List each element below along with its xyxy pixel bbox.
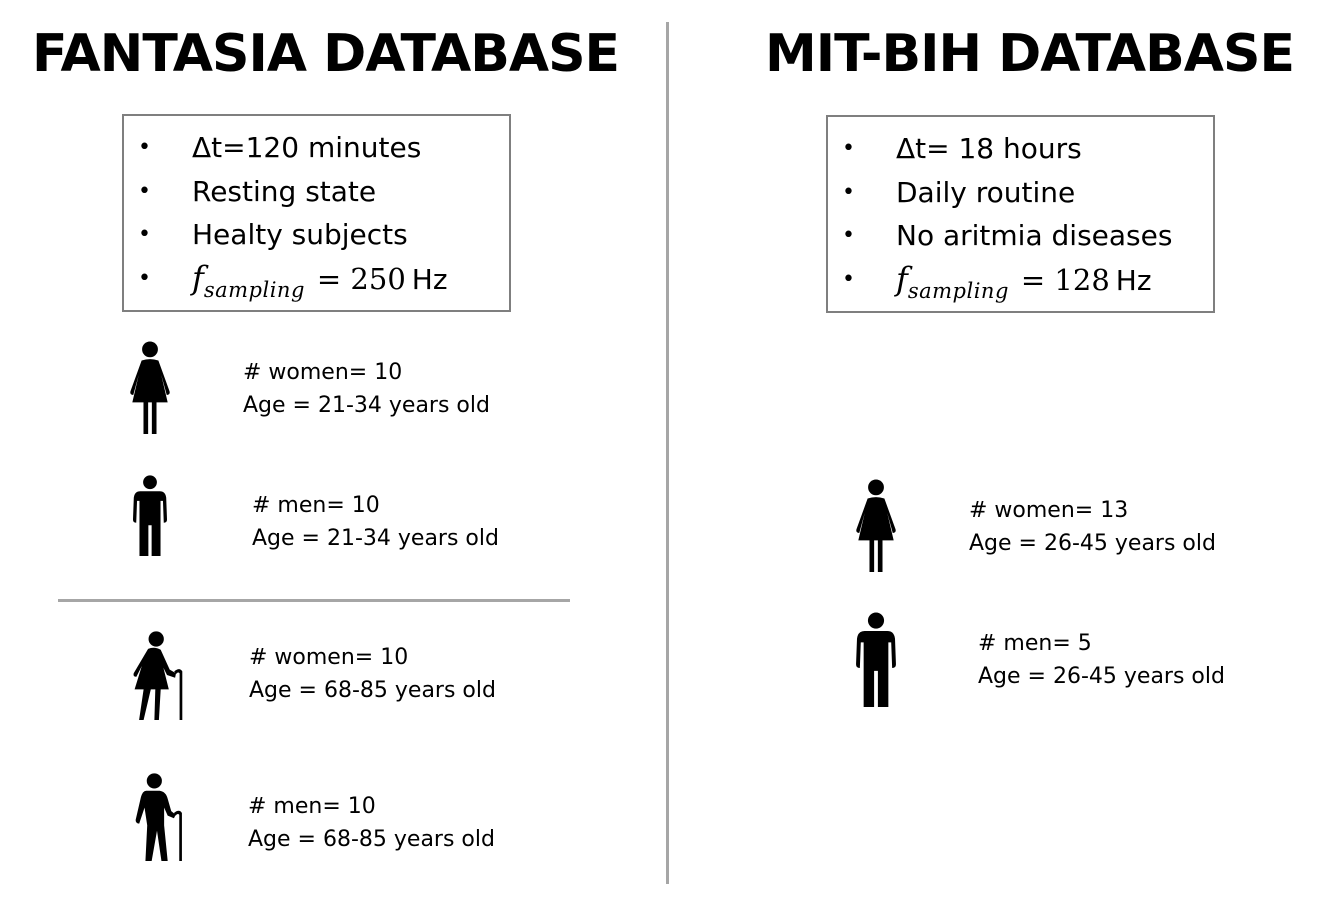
group-count: # men= 10	[248, 794, 376, 819]
bullet: •	[138, 178, 151, 204]
info-text: No aritmia diseases	[896, 219, 1173, 252]
formula-unit: Hz	[411, 262, 448, 296]
group-age: Age = 21-34 years old	[243, 393, 490, 418]
vertical-divider	[666, 22, 669, 884]
fantasia-info-box: • Δt=120 minutes • Resting state • Healty s…	[122, 114, 511, 312]
formula-value: = 128	[1020, 262, 1110, 297]
group-count: # women= 13	[969, 498, 1129, 523]
info-text: Δt= 18 hours	[896, 132, 1082, 165]
bullet: •	[138, 222, 151, 247]
group-count: # men= 10	[252, 493, 380, 518]
elderly-man-icon	[128, 772, 186, 861]
group-count: # women= 10	[249, 645, 409, 670]
formula-symbol: f	[896, 259, 908, 298]
woman-icon	[126, 341, 174, 434]
group-age: Age = 68-85 years old	[248, 827, 495, 852]
info-item: • Resting state	[138, 170, 448, 214]
group-age: Age = 21-34 years old	[252, 526, 499, 551]
formula-unit: Hz	[1115, 263, 1152, 297]
group-age: Age = 68-85 years old	[249, 678, 496, 703]
horizontal-divider	[58, 599, 570, 602]
info-item: • Δt=120 minutes	[138, 126, 448, 170]
bullet: •	[842, 136, 855, 161]
group-age: Age = 26-45 years old	[969, 531, 1216, 556]
info-item: • Δt= 18 hours	[842, 127, 1172, 171]
info-item-sampling: • fsampling = 128 Hz	[842, 258, 1172, 303]
man-icon	[126, 475, 174, 556]
mit-bih-title: MIT-BIH DATABASE	[765, 24, 1295, 84]
bullet: •	[138, 135, 151, 160]
elderly-woman-icon	[129, 630, 187, 720]
group-age: Age = 26-45 years old	[978, 664, 1225, 689]
fantasia-info-list: • Δt=120 minutes • Resting state • Healty s…	[138, 126, 448, 302]
woman-icon	[852, 479, 900, 572]
info-item: • No aritmia diseases	[842, 214, 1172, 258]
info-text: Resting state	[192, 174, 377, 208]
mit-bih-info-list: • Δt= 18 hours • Daily routine • No aritmia…	[842, 127, 1172, 303]
bullet: •	[842, 179, 855, 205]
info-item-sampling: • fsampling = 250 Hz	[138, 257, 448, 302]
group-count: # men= 5	[978, 631, 1092, 656]
group-count: # women= 10	[243, 360, 403, 385]
formula-value: = 250	[316, 261, 406, 296]
info-item: • Healty subjects	[138, 213, 448, 257]
info-text: Daily routine	[896, 175, 1076, 209]
formula-subscript: sampling	[203, 277, 305, 302]
formula-subscript: sampling	[907, 278, 1009, 303]
info-text: Δt=120 minutes	[192, 131, 422, 164]
mit-bih-info-box: • Δt= 18 hours • Daily routine • No aritmia…	[826, 115, 1215, 313]
info-text: Healty subjects	[192, 218, 408, 251]
info-item: • Daily routine	[842, 171, 1172, 215]
bullet: •	[138, 265, 151, 291]
formula-symbol: f	[192, 258, 204, 297]
fantasia-title: FANTASIA DATABASE	[32, 24, 620, 84]
bullet: •	[842, 266, 855, 292]
man-icon	[852, 612, 900, 707]
bullet: •	[842, 223, 855, 248]
